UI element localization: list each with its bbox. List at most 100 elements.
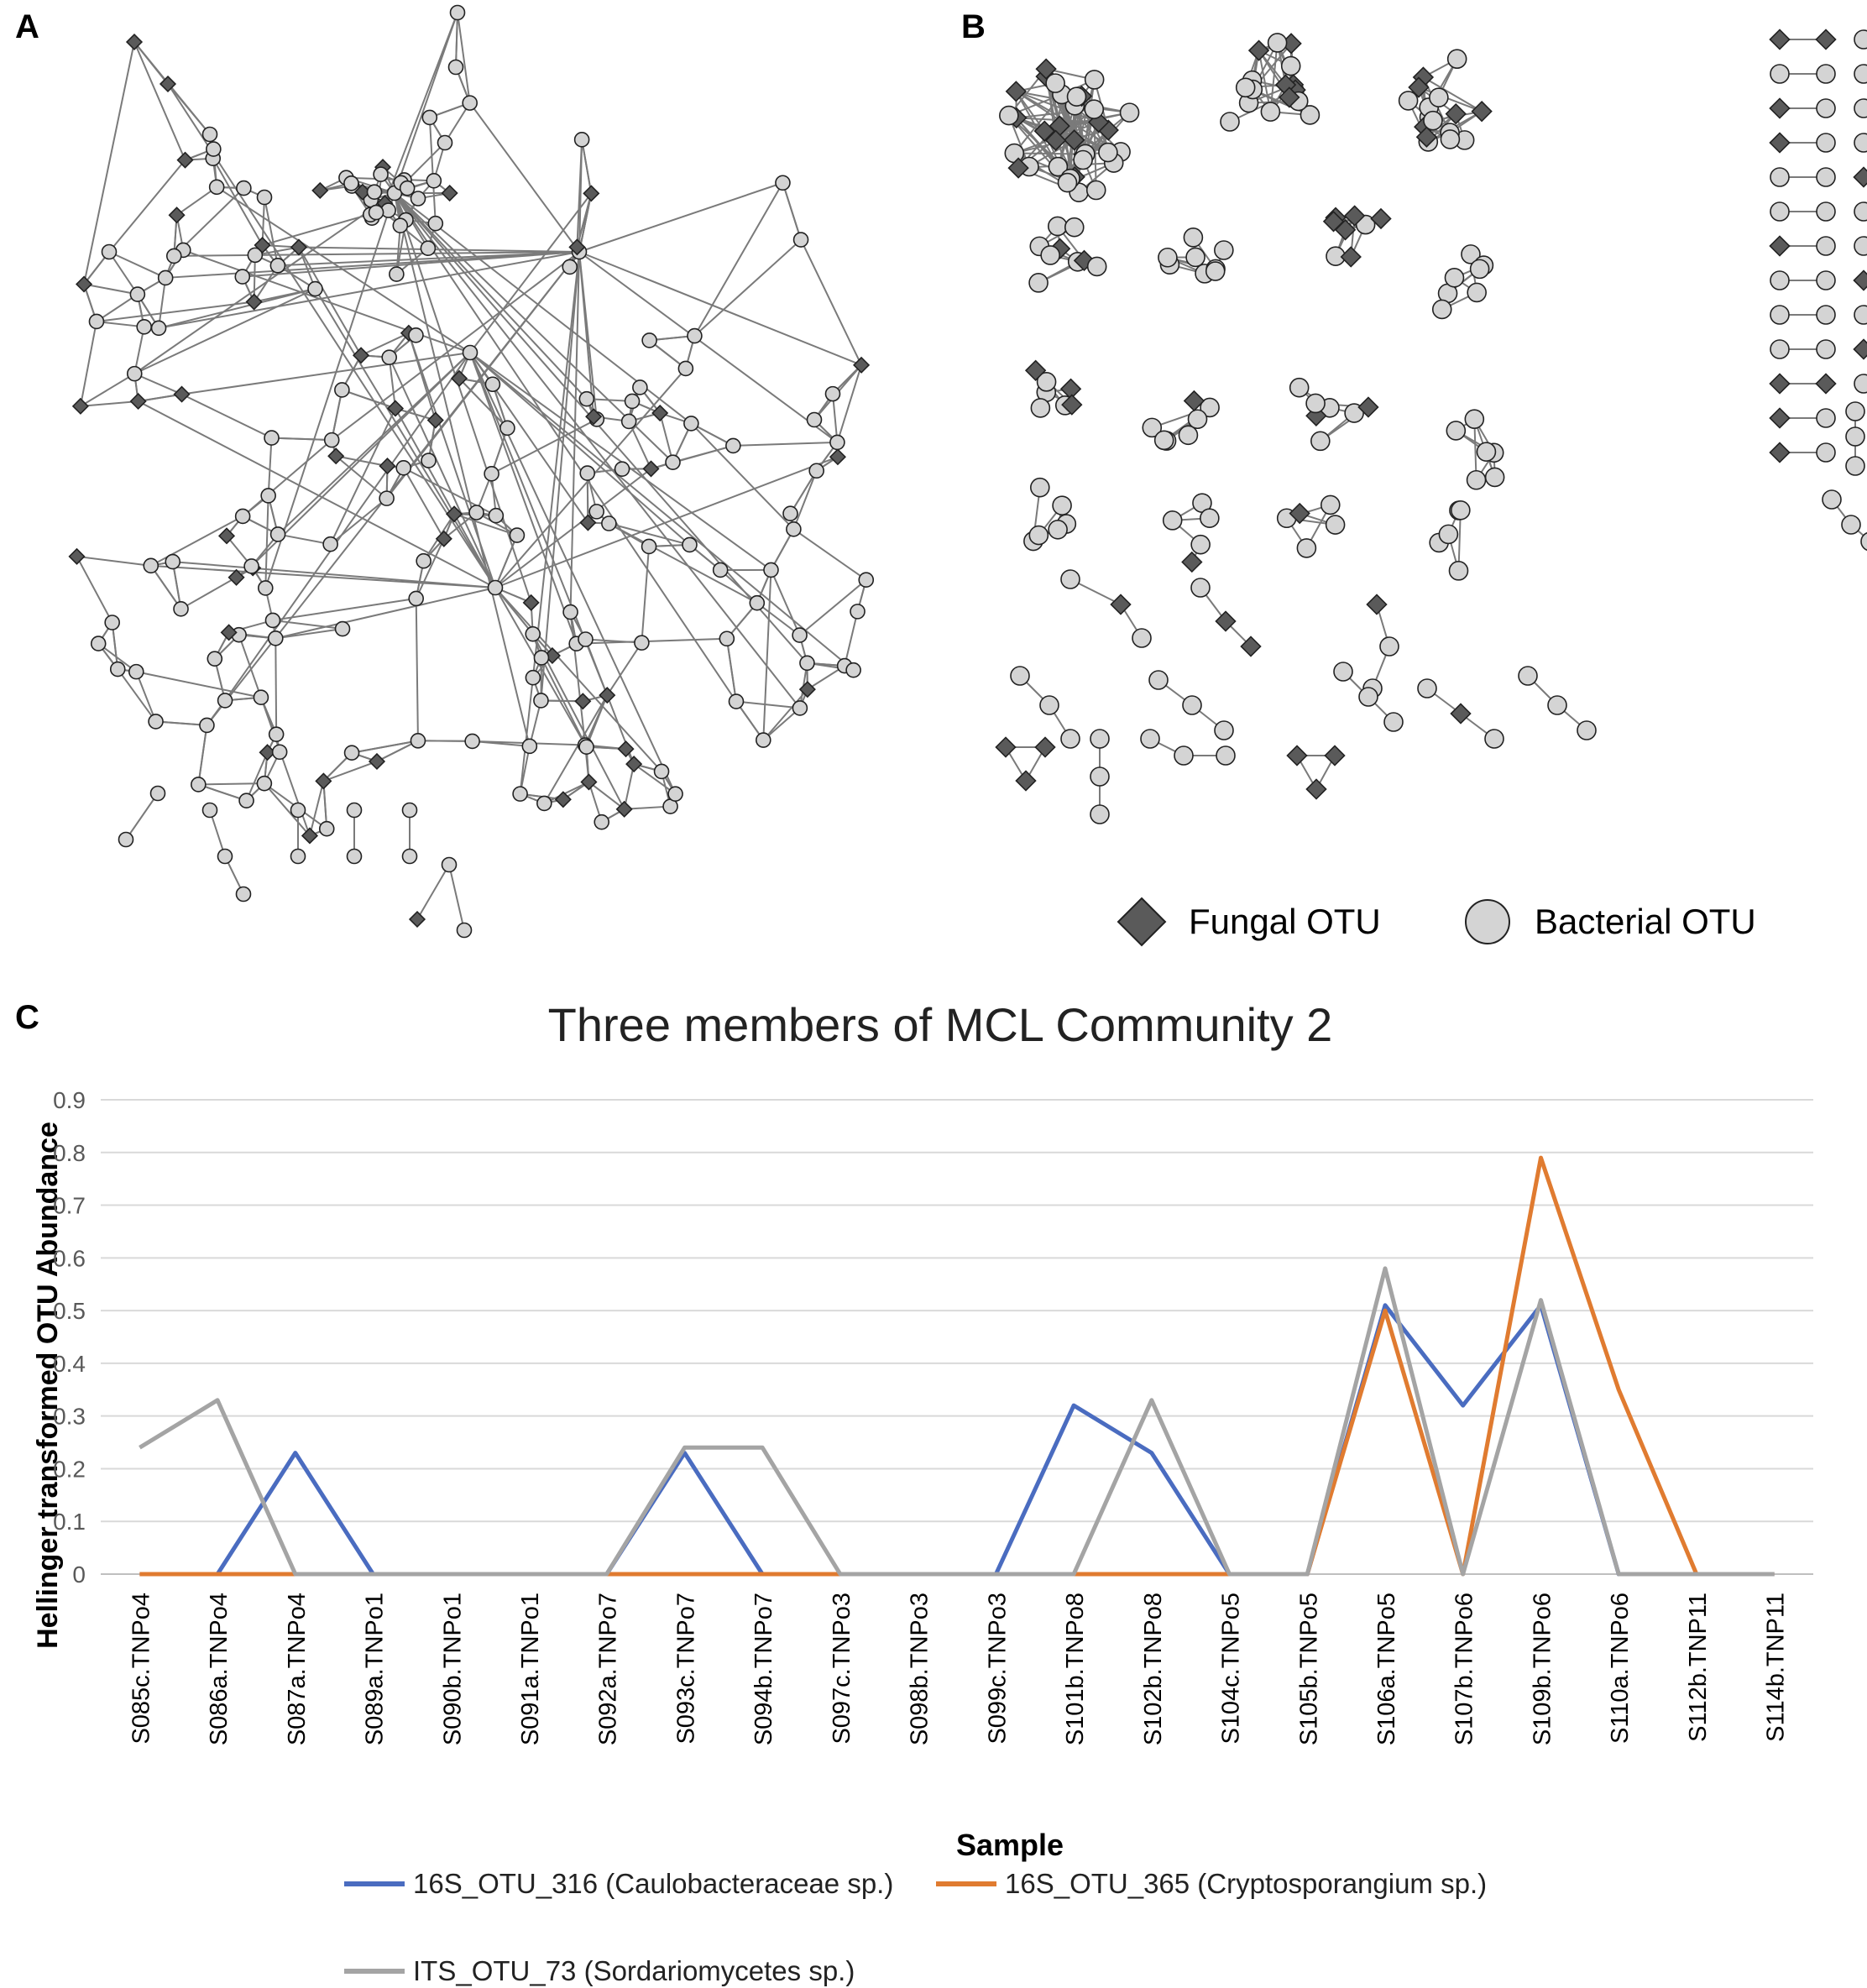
fungal-otu-node xyxy=(1305,405,1327,426)
bacterial-otu-node xyxy=(1358,687,1378,707)
bacterial-otu-node xyxy=(1446,421,1467,441)
network-edge xyxy=(111,622,119,670)
x-tick-label: S091a.TNPo1 xyxy=(517,1593,544,1745)
bacterial-otu-node xyxy=(373,166,389,182)
bacterial-otu-node xyxy=(594,814,610,830)
fungal-otu-node xyxy=(1183,390,1205,412)
fungal-otu-node xyxy=(1370,207,1392,230)
bacterial-otu-node xyxy=(632,379,648,395)
bacterial-otu-node xyxy=(1854,236,1867,256)
network-edge xyxy=(176,186,217,217)
bacterial-otu-node xyxy=(1822,489,1842,510)
bacterial-otu-node xyxy=(346,802,363,819)
network-edge xyxy=(165,251,580,279)
bacterial-otu-node xyxy=(1379,636,1399,657)
network-edge xyxy=(264,782,311,837)
x-tick-label: S101b.TNPo8 xyxy=(1062,1593,1089,1745)
bacterial-otu-node xyxy=(236,180,252,196)
bacterial-otu-node xyxy=(1040,245,1060,265)
network-edge xyxy=(641,546,651,643)
network-edge xyxy=(167,83,496,589)
bacterial-otu-node xyxy=(322,536,338,552)
bacterial-otu-node xyxy=(1153,430,1174,451)
bacterial-otu-node xyxy=(1148,670,1169,690)
bacterial-otu-node xyxy=(1010,666,1030,686)
network-edge xyxy=(569,251,580,613)
network-edge xyxy=(690,422,795,531)
network-edge xyxy=(417,740,473,742)
network-edge xyxy=(209,809,226,857)
bacterial-otu-node xyxy=(683,416,699,432)
bacterial-otu-node xyxy=(1770,305,1790,325)
bacterial-otu-node xyxy=(1438,524,1459,545)
line-chart: Three members of MCL Community 2 Helling… xyxy=(32,998,1813,1862)
bacterial-otu-node xyxy=(1214,720,1234,740)
bacterial-otu-node xyxy=(1084,99,1105,119)
bacterial-otu-node xyxy=(420,240,437,256)
bacterial-otu-node xyxy=(1770,167,1790,187)
bacterial-otu-node xyxy=(792,232,809,248)
series-line-3 xyxy=(139,1266,1775,1577)
bacterial-otu-node xyxy=(573,132,590,148)
panel-label-b: B xyxy=(961,8,986,45)
bacterial-otu-node xyxy=(1464,409,1485,430)
network-edge xyxy=(735,700,765,741)
bacterial-otu-node xyxy=(401,802,418,819)
network-edge xyxy=(133,327,145,374)
bacterial-otu-node xyxy=(1185,247,1205,268)
bacterial-otu-node xyxy=(1325,515,1346,535)
network-edge xyxy=(770,569,801,636)
bacterial-otu-node xyxy=(243,558,259,574)
bacterial-otu-node xyxy=(1816,98,1836,118)
network-edge xyxy=(298,246,580,253)
network-edge xyxy=(331,251,580,441)
network-edge xyxy=(415,538,445,599)
bacterial-otu-node xyxy=(104,615,120,630)
fungal-otu-node xyxy=(1035,58,1057,80)
bacterial-otu-node xyxy=(1045,73,1065,93)
x-tick-label: S086a.TNPo4 xyxy=(206,1593,233,1745)
bacterial-otu-node xyxy=(217,848,233,865)
bacterial-otu-node xyxy=(334,620,351,637)
bacterial-otu-node xyxy=(1289,377,1310,398)
fungal-otu-node xyxy=(1471,100,1493,123)
bacterial-otu-node xyxy=(1845,426,1865,447)
network-edge xyxy=(125,793,159,840)
bacterial-otu-node xyxy=(667,786,683,802)
bacterial-otu-node xyxy=(1066,86,1087,107)
bacterial-otu-node xyxy=(728,693,745,709)
bacterial-otu-node xyxy=(1484,467,1505,488)
network-edge xyxy=(388,357,397,409)
network-edge xyxy=(149,565,182,609)
fungal-otu-node xyxy=(1007,157,1029,179)
network-edge xyxy=(733,441,838,447)
legend-swatch-series-1 xyxy=(344,1881,405,1886)
network-edge xyxy=(198,783,247,802)
fungal-otu-node xyxy=(1110,594,1132,615)
legend-label-series-2: 16S_OTU_365 (Cryptosporangium sp.) xyxy=(1005,1868,1488,1899)
network-edge xyxy=(108,251,166,279)
bacterial-otu-node xyxy=(682,536,698,553)
bacterial-otu-node xyxy=(756,732,771,748)
network-edge xyxy=(133,41,169,85)
bacterial-otu-node xyxy=(1344,403,1364,423)
bacterial-otu-node xyxy=(1030,477,1050,498)
bacterial-otu-node xyxy=(1200,397,1220,418)
network-edge xyxy=(416,864,450,920)
bacterial-otu-node xyxy=(677,360,694,377)
fungal-otu-node xyxy=(522,594,540,611)
fungal-otu-node xyxy=(1279,86,1300,108)
network-edge xyxy=(531,633,625,810)
bacterial-otu-node xyxy=(136,319,152,335)
network-edge xyxy=(76,555,151,567)
bacterial-otu-node xyxy=(1235,77,1256,98)
legend-swatch-series-2 xyxy=(936,1881,996,1886)
network-edge xyxy=(472,740,530,747)
bacterial-otu-node xyxy=(725,437,741,454)
bacterial-otu-node xyxy=(1461,244,1481,264)
bacterial-otu-node xyxy=(1845,456,1865,476)
fungal-otu-node xyxy=(426,411,444,429)
fungal-otu-node xyxy=(615,800,633,818)
network-edge xyxy=(762,707,801,741)
network-edge xyxy=(83,283,139,296)
